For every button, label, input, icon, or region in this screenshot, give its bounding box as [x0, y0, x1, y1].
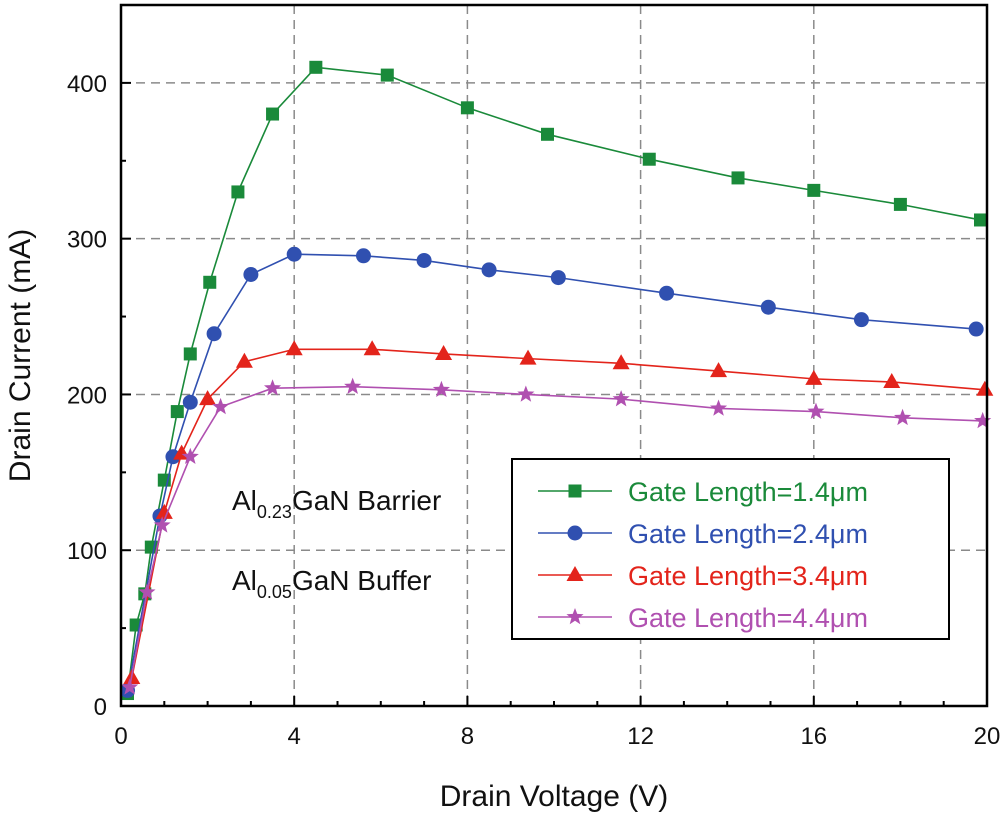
- data-point-s2-7: [286, 246, 302, 262]
- data-point-s1-11: [309, 60, 323, 74]
- data-point-s1-8: [203, 275, 217, 289]
- y-tick-label-300: 300: [67, 227, 107, 254]
- data-point-s1-17: [807, 183, 821, 197]
- data-point-s2-8: [355, 248, 371, 264]
- y-tick-label-400: 400: [67, 71, 107, 98]
- data-point-s2-6: [243, 266, 259, 282]
- x-axis-title: Drain Voltage (V): [440, 780, 668, 813]
- data-point-s2-14: [853, 312, 869, 328]
- data-point-s2-10: [481, 262, 497, 278]
- annotation-barrier: Al0.23GaN Barrier: [232, 485, 441, 522]
- data-point-s4-13: [894, 408, 912, 426]
- x-tick-label-16: 16: [800, 723, 827, 750]
- x-tick-label-12: 12: [627, 723, 654, 750]
- data-point-s4-6: [263, 379, 282, 396]
- series-line-4: [128, 385, 983, 688]
- data-point-s3-6: [285, 340, 303, 356]
- data-point-s2-9: [416, 252, 432, 268]
- annotation-buffer-subscript: 0.05: [257, 582, 292, 602]
- series-gate-length-3-4-m: [123, 340, 994, 684]
- data-point-s1-18: [893, 197, 907, 211]
- series-line-3: [131, 348, 985, 679]
- legend-label: Gate Length=3.4μm: [628, 561, 868, 591]
- data-point-s1-16: [731, 171, 745, 185]
- legend-marker-circle: [567, 525, 583, 541]
- annotation-buffer-element: Al: [232, 565, 257, 596]
- legend-item-1: Gate Length=1.4μm: [538, 477, 868, 507]
- legend: Gate Length=1.4μm Gate Length=2.4μm Gate L…: [511, 458, 950, 640]
- data-point-s3-2: [155, 503, 173, 519]
- annotation-barrier-element: Al: [232, 485, 257, 516]
- data-point-s3-12: [805, 369, 823, 385]
- legend-marker-triangle: [566, 566, 584, 581]
- data-point-s3-5: [235, 352, 253, 368]
- x-tick-label-20: 20: [974, 723, 1001, 750]
- data-point-s2-3: [165, 449, 181, 465]
- legend-label: Gate Length=4.4μm: [628, 603, 868, 633]
- legend-box: [511, 458, 950, 640]
- data-point-s3-13: [883, 372, 901, 388]
- data-point-s4-5: [212, 397, 230, 415]
- x-tick-label-8: 8: [461, 723, 474, 750]
- data-point-s4-14: [974, 411, 992, 429]
- data-point-s1-14: [541, 127, 555, 141]
- data-point-s4-3: [153, 516, 171, 533]
- y-axis-title: Drain Current (mA): [4, 229, 37, 482]
- legend-marker-star: [566, 608, 584, 625]
- series-gate-length-4-4-m: [121, 377, 992, 695]
- data-point-s4-7: [344, 377, 362, 394]
- data-point-s2-11: [550, 270, 566, 286]
- data-point-s3-7: [363, 340, 381, 356]
- data-point-s3-9: [519, 349, 537, 365]
- legend-marker-square: [568, 484, 582, 498]
- annotation-buffer: Al0.05GaN Buffer: [232, 565, 432, 602]
- legend-item-3: Gate Length=3.4μm: [538, 561, 868, 591]
- data-point-s4-10: [612, 390, 630, 407]
- y-tick-label-0: 0: [94, 694, 107, 721]
- x-tick-label-0: 0: [114, 723, 127, 750]
- data-point-s1-9: [231, 185, 245, 199]
- data-point-s3-8: [435, 344, 453, 360]
- data-point-s2-13: [760, 299, 776, 315]
- x-tick-label-4: 4: [288, 723, 301, 750]
- annotation-barrier-rest: GaN Barrier: [292, 485, 441, 516]
- plot-series: [119, 60, 994, 701]
- legend-label: Gate Length=2.4μm: [628, 519, 868, 549]
- data-point-s2-4: [182, 394, 198, 410]
- data-point-s4-9: [517, 385, 535, 402]
- data-point-s2-15: [968, 321, 984, 337]
- legend-label: Gate Length=1.4μm: [628, 477, 868, 507]
- data-point-s3-4: [199, 390, 217, 406]
- data-point-s1-15: [642, 152, 656, 166]
- legend-item-2: Gate Length=2.4μm: [538, 519, 868, 549]
- data-point-s4-8: [432, 380, 450, 398]
- data-point-s1-19: [974, 213, 988, 227]
- data-point-s4-11: [709, 399, 728, 416]
- data-point-s3-10: [612, 354, 630, 370]
- data-point-s1-7: [183, 347, 197, 361]
- data-point-s3-11: [710, 362, 728, 378]
- data-point-s4-4: [181, 447, 199, 465]
- data-point-s1-6: [170, 405, 184, 419]
- annotation-buffer-rest: GaN Buffer: [292, 565, 432, 596]
- data-point-s2-5: [206, 326, 222, 342]
- data-point-s4-1: [121, 678, 139, 695]
- data-point-s2-12: [659, 285, 675, 301]
- legend-item-4: Gate Length=4.4μm: [538, 603, 868, 633]
- data-point-s3-14: [976, 380, 994, 396]
- y-tick-label-100: 100: [67, 538, 107, 565]
- data-point-s4-2: [138, 583, 156, 600]
- annotation-barrier-subscript: 0.23: [257, 502, 292, 522]
- data-point-s4-12: [807, 402, 825, 419]
- data-point-s1-12: [380, 68, 394, 82]
- data-point-s1-13: [460, 101, 474, 115]
- data-point-s1-10: [266, 107, 280, 121]
- y-tick-label-200: 200: [67, 382, 107, 409]
